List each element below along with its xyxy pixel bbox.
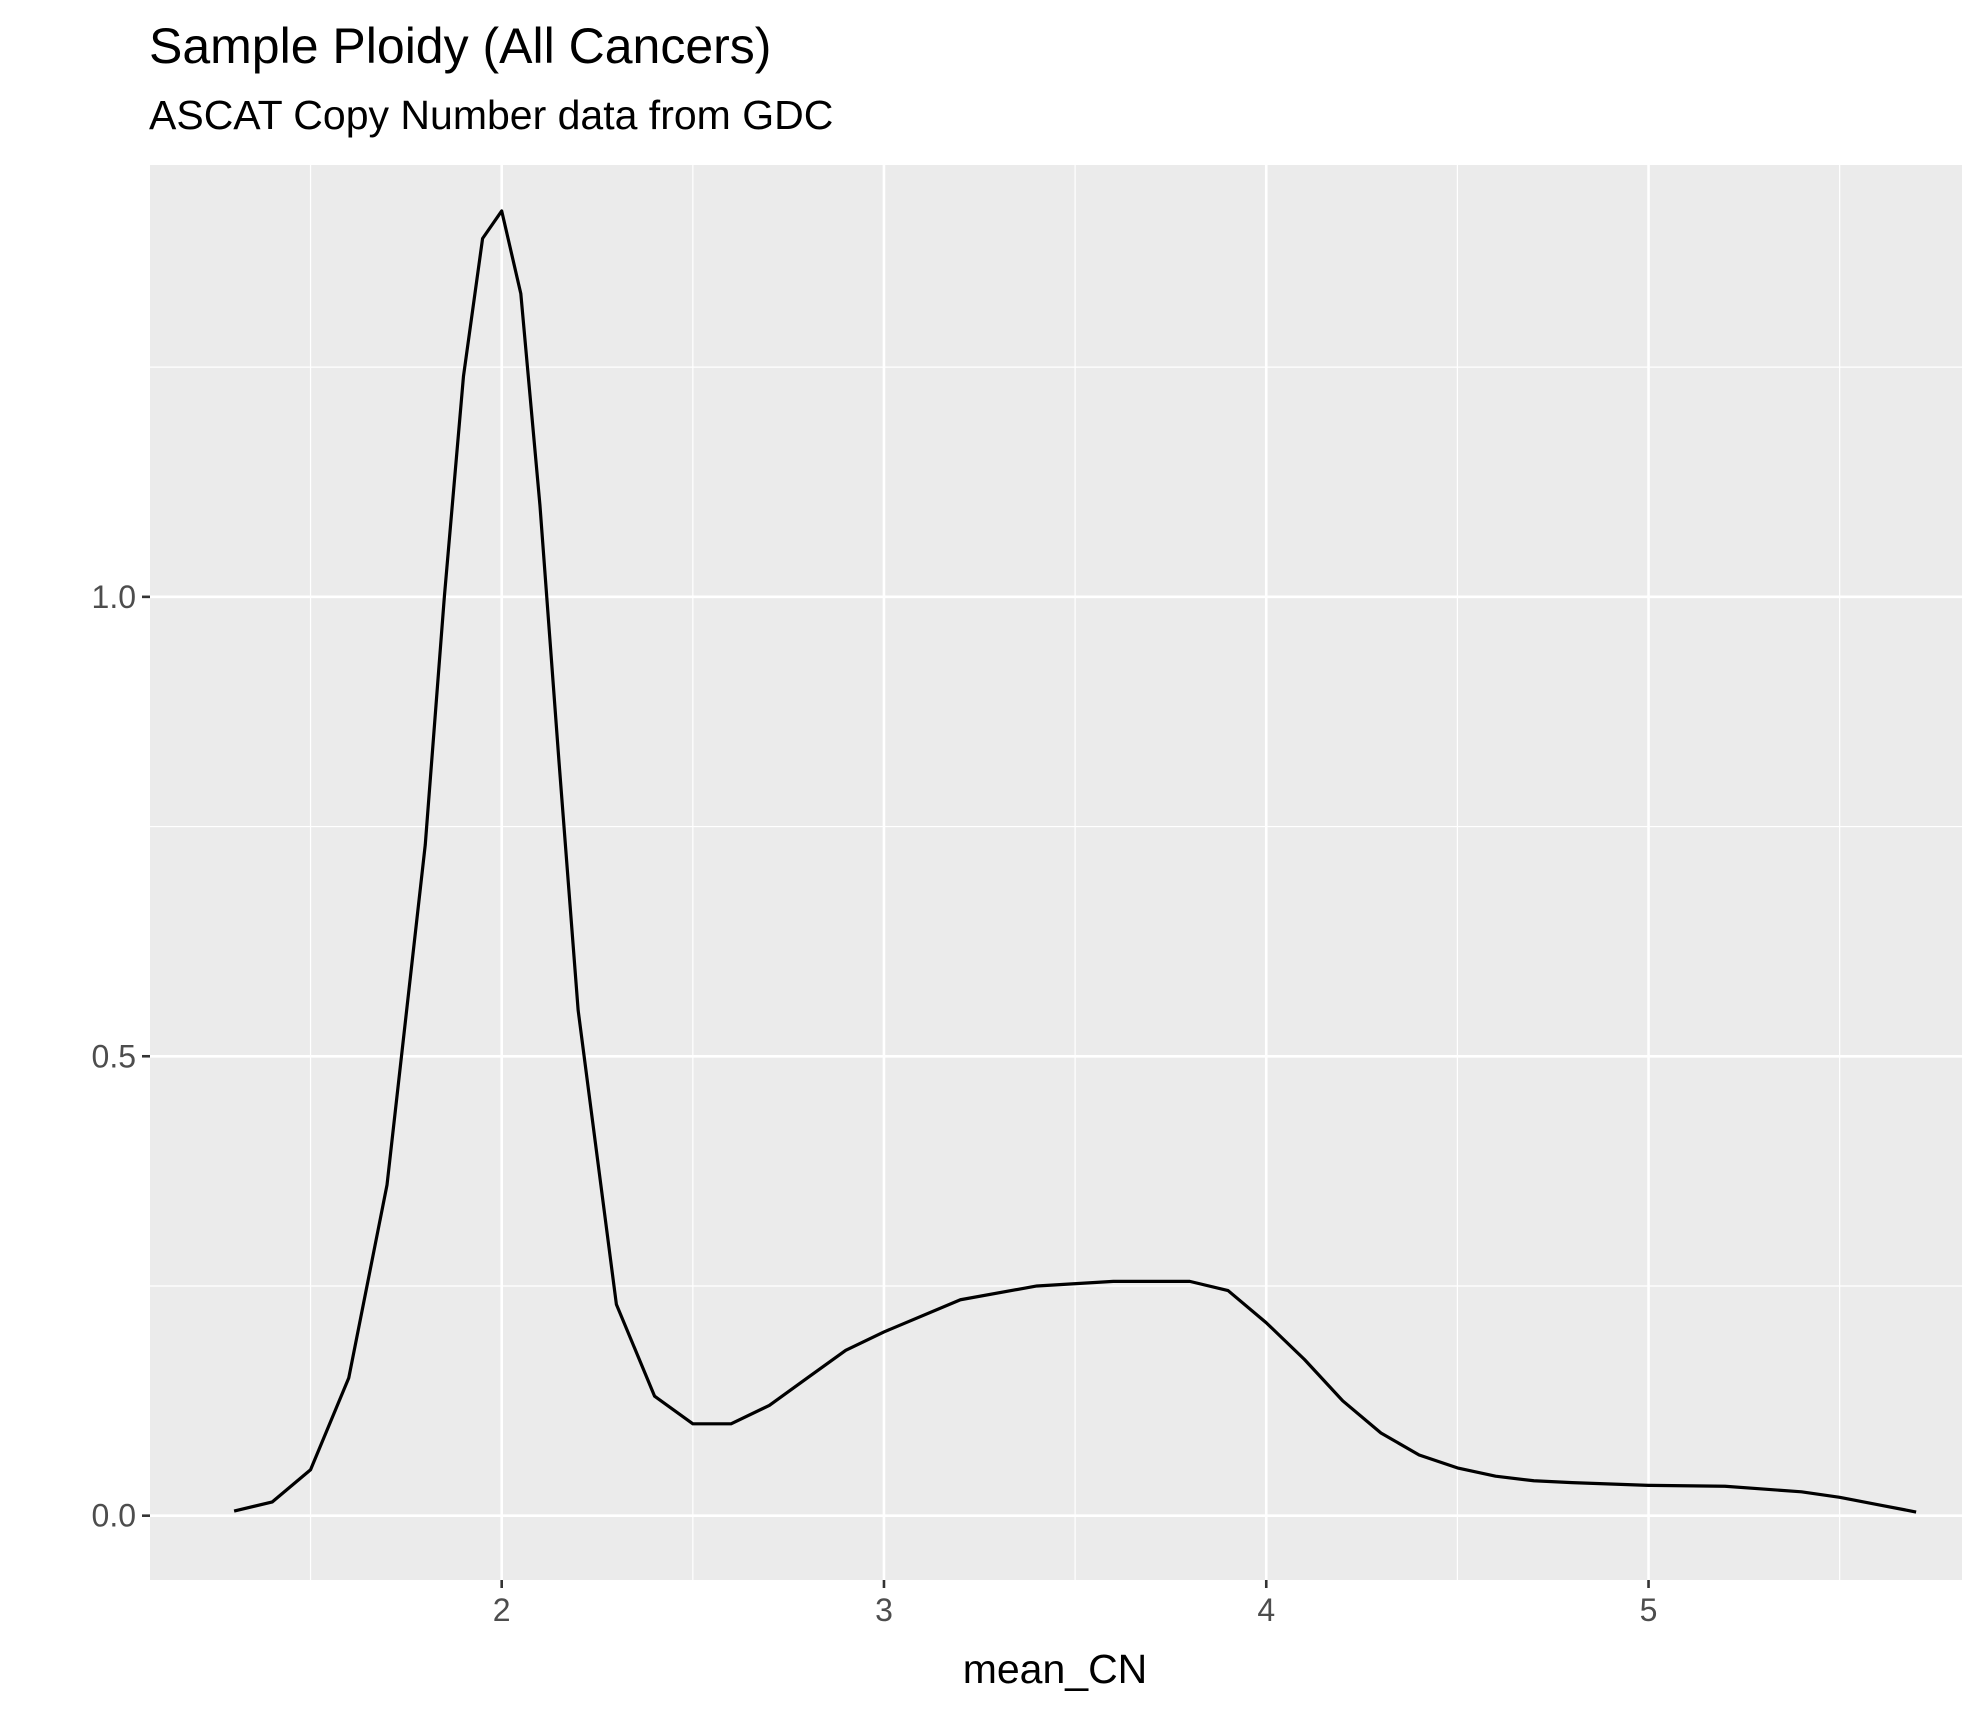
x-axis-title: mean_CN bbox=[963, 1646, 1148, 1692]
y-tick-label: 0.0 bbox=[92, 1498, 136, 1534]
x-tick-label: 3 bbox=[875, 1592, 893, 1628]
density-curve bbox=[233, 209, 1917, 1514]
y-tick-label: 0.5 bbox=[92, 1038, 136, 1074]
chart-title: Sample Ploidy (All Cancers) bbox=[149, 18, 771, 74]
x-axis: 2 3 4 5 bbox=[493, 1580, 1658, 1628]
x-tick-label: 5 bbox=[1640, 1592, 1658, 1628]
y-axis: 0.0 0.5 1.0 bbox=[92, 579, 150, 1534]
chart-subtitle: ASCAT Copy Number data from GDC bbox=[149, 92, 833, 138]
major-gridlines bbox=[150, 165, 1962, 1580]
x-tick-label: 4 bbox=[1257, 1592, 1275, 1628]
x-tick-label: 2 bbox=[493, 1592, 511, 1628]
y-tick-label: 1.0 bbox=[92, 579, 136, 615]
plot-panel bbox=[150, 165, 1962, 1580]
